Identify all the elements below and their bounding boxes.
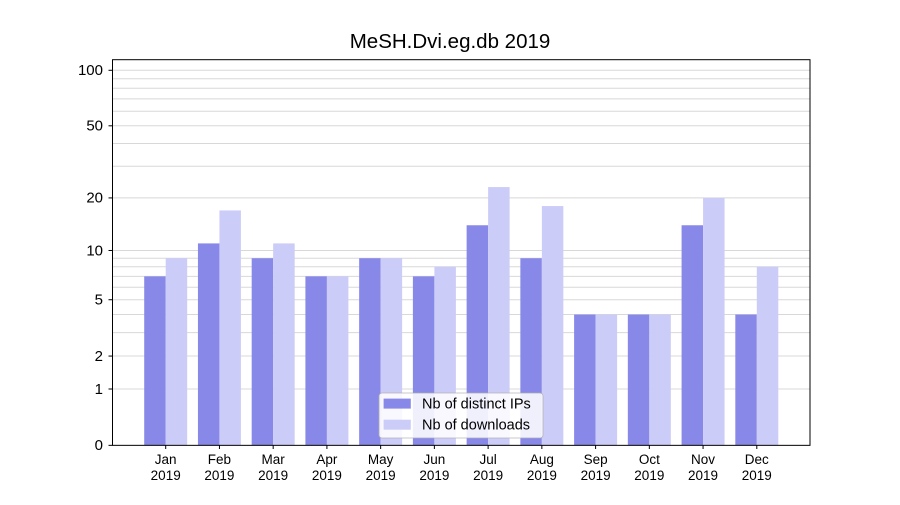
svg-text:20: 20 <box>86 190 103 207</box>
svg-text:2019: 2019 <box>688 468 718 483</box>
svg-text:2019: 2019 <box>473 468 503 483</box>
svg-text:100: 100 <box>78 62 103 79</box>
svg-text:Jun: Jun <box>423 452 445 467</box>
svg-text:5: 5 <box>95 292 103 309</box>
svg-text:2019: 2019 <box>204 468 234 483</box>
svg-text:2019: 2019 <box>634 468 664 483</box>
svg-text:Jul: Jul <box>479 452 496 467</box>
svg-text:Nov: Nov <box>691 452 715 467</box>
svg-text:Apr: Apr <box>316 452 338 467</box>
svg-text:May: May <box>368 452 394 467</box>
svg-text:Feb: Feb <box>208 452 231 467</box>
svg-text:Nb of downloads: Nb of downloads <box>422 418 530 434</box>
svg-text:Oct: Oct <box>639 452 660 467</box>
svg-text:50: 50 <box>86 118 103 135</box>
svg-text:Aug: Aug <box>530 452 554 467</box>
svg-text:2019: 2019 <box>312 468 342 483</box>
svg-text:Sep: Sep <box>584 452 608 467</box>
svg-text:Dec: Dec <box>745 452 769 467</box>
svg-text:2019: 2019 <box>366 468 396 483</box>
svg-text:MeSH.Dvi.eg.db 2019: MeSH.Dvi.eg.db 2019 <box>350 30 551 53</box>
svg-text:Jan: Jan <box>155 452 177 467</box>
svg-text:Mar: Mar <box>262 452 286 467</box>
svg-text:2019: 2019 <box>581 468 611 483</box>
svg-text:2019: 2019 <box>419 468 449 483</box>
svg-text:1: 1 <box>95 381 103 398</box>
svg-text:2: 2 <box>95 348 103 365</box>
svg-text:2019: 2019 <box>258 468 288 483</box>
svg-text:2019: 2019 <box>742 468 772 483</box>
svg-text:2019: 2019 <box>151 468 181 483</box>
svg-text:Nb of distinct IPs: Nb of distinct IPs <box>422 397 531 413</box>
svg-text:0: 0 <box>95 437 103 454</box>
svg-text:10: 10 <box>86 242 103 259</box>
svg-text:2019: 2019 <box>527 468 557 483</box>
